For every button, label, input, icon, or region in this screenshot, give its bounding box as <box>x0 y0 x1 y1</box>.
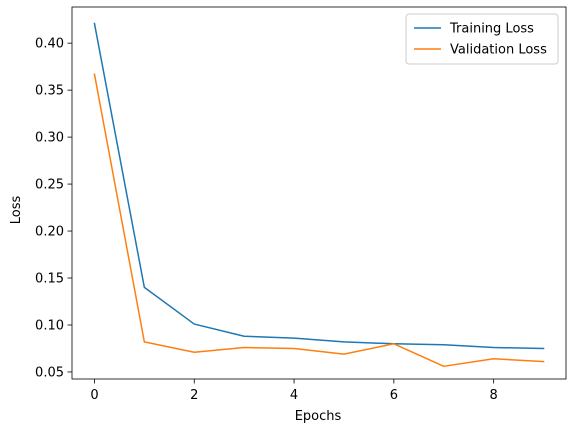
legend-label: Validation Loss <box>450 43 547 58</box>
y-tick-label: 0.15 <box>35 272 64 287</box>
x-tick-label: 6 <box>390 388 398 403</box>
plot-area <box>72 7 566 379</box>
axes-frame <box>71 6 567 380</box>
x-tick-label: 2 <box>190 388 198 403</box>
y-tick-label: 0.10 <box>35 318 64 333</box>
legend-label: Training Loss <box>449 22 534 37</box>
x-axis-label: Epochs <box>295 409 342 424</box>
y-tick-label: 0.35 <box>35 84 64 99</box>
y-tick-label: 0.05 <box>35 365 64 380</box>
series-layer <box>93 22 545 368</box>
y-tick-label: 0.25 <box>35 178 64 193</box>
x-tick-label: 8 <box>490 388 498 403</box>
series-line-training-loss <box>93 22 545 350</box>
y-tick-label: 0.20 <box>35 225 64 240</box>
x-tick-label: 4 <box>290 388 298 403</box>
x-tick-label: 0 <box>90 388 98 403</box>
y-tick-label: 0.30 <box>35 131 64 146</box>
legend: Training Loss Validation Loss <box>405 13 559 65</box>
legend-box <box>405 13 559 65</box>
y-tick-label: 0.40 <box>35 37 64 52</box>
y-axis-label: Loss <box>9 196 24 225</box>
plot-background <box>72 7 566 379</box>
axes-layer: 0 2 4 6 8 0.05 0.10 0.15 0.20 0.25 0.30 0.35 0.40 <box>35 6 567 403</box>
series-line-validation-loss <box>93 73 545 368</box>
